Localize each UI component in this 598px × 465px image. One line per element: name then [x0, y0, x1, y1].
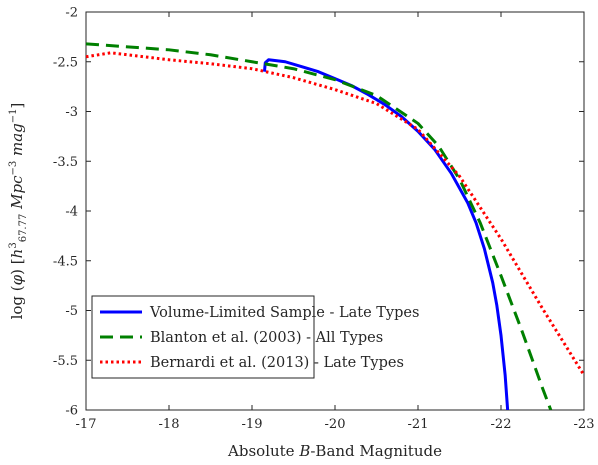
series-line-2: [86, 42, 553, 410]
y-tick-label: -3: [65, 105, 78, 120]
legend-label-2: Blanton et al. (2003) - All Types: [150, 330, 383, 346]
x-tick-label: -23: [574, 417, 595, 432]
legend: Volume-Limited Sample - Late Types Blanto…: [91, 295, 419, 379]
y-tick-label: -5.5: [53, 354, 78, 369]
x-tick-label: -21: [408, 417, 429, 432]
series-layer: [86, 42, 584, 410]
y-tick-label: -5: [65, 304, 78, 319]
y-axis-title: log (φ) [h367.77 Mpc−3 mag−1]: [8, 103, 29, 320]
x-tick-label: -22: [491, 417, 512, 432]
y-tick-label: -3.5: [53, 155, 78, 170]
x-tick-label: -20: [325, 417, 346, 432]
x-tick-label: -19: [242, 417, 263, 432]
y-tick-label: -6: [65, 404, 78, 419]
y-tick-label: -2.5: [53, 55, 78, 70]
y-tick-label: -4.5: [53, 254, 78, 269]
x-tick-label: -18: [159, 417, 180, 432]
series-line-3: [86, 51, 584, 376]
x-axis-title: Absolute B-Band Magnitude: [227, 442, 442, 460]
ticks: -17 -18 -19 -20 -21 -22 -23 -2 -2.5 -3 -3.5 -4 -4.5 -…: [53, 6, 595, 433]
legend-label-1: Volume-Limited Sample - Late Types: [149, 305, 419, 321]
legend-label-3: Bernardi et al. (2013) - Late Types: [150, 355, 404, 371]
y-tick-label: -2: [65, 6, 78, 21]
x-tick-label: -17: [76, 417, 97, 432]
y-tick-label: -4: [65, 205, 78, 220]
